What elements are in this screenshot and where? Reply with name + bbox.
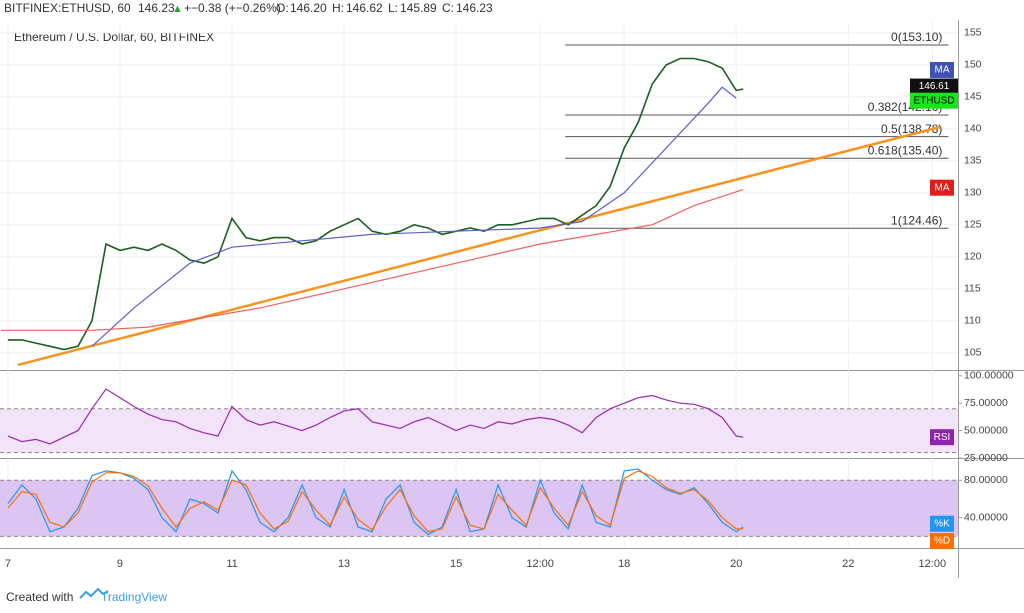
y-tick-label: 140 xyxy=(964,123,982,135)
footer-created: Created with xyxy=(6,590,73,604)
y-tick-label: 105 xyxy=(964,347,982,359)
y-tick-label: 145 xyxy=(964,91,982,103)
header-high-label: H: xyxy=(332,1,344,15)
series-line xyxy=(7,468,744,536)
x-tick-label: 9 xyxy=(117,558,123,570)
x-tick-label: 12:00 xyxy=(526,558,554,570)
panel xyxy=(0,468,958,537)
header-high: 146.62 xyxy=(346,1,383,15)
footer-brand: TradingView xyxy=(101,590,167,604)
header-close-label: C: xyxy=(442,1,454,15)
y-tick-label: 150 xyxy=(964,59,982,71)
price-marker xyxy=(930,533,954,550)
price-marker-label: ETHUSD xyxy=(913,95,954,106)
fib-label: 1(124.46) xyxy=(891,213,942,227)
panel: 0(153.10)0.382(142.16)0.5(138.78)0.618(1… xyxy=(0,30,958,367)
header-close: 146.23 xyxy=(456,1,493,15)
y-tick-label: 115 xyxy=(964,283,981,295)
price-marker-label: MA xyxy=(935,65,950,76)
y-tick-label: 25.00000 xyxy=(964,452,1008,464)
price-marker-label: %K xyxy=(934,518,950,529)
price-marker xyxy=(910,78,958,95)
x-tick-label: 15 xyxy=(450,558,462,570)
header-price: 146.23 xyxy=(138,1,175,15)
price-marker xyxy=(930,515,954,532)
y-tick-label: 50.00000 xyxy=(964,424,1008,436)
x-tick-label: 18 xyxy=(618,558,630,570)
y-tick-label: 100.00000 xyxy=(964,370,1014,382)
fib-label: 0.5(138.78) xyxy=(881,122,942,136)
x-tick-label: 13 xyxy=(338,558,350,570)
series-line xyxy=(7,470,744,533)
x-tick-label: 20 xyxy=(730,558,742,570)
y-tick-label: 75.00000 xyxy=(964,397,1008,409)
header-symbol: BITFINEX:ETHUSD, 60 xyxy=(4,1,131,15)
y-tick-label: 80.00000 xyxy=(964,474,1008,486)
x-tick-label: 12:00 xyxy=(919,558,947,570)
header-open: 146.20 xyxy=(290,1,327,15)
price-marker-label: 146.61 xyxy=(919,81,950,92)
header-open-label: O: xyxy=(276,1,289,15)
header-arrow: ▲ xyxy=(172,3,183,15)
trendline xyxy=(17,125,941,367)
y-tick-label: 155 xyxy=(964,27,982,39)
series-line xyxy=(91,86,737,347)
header-low: 145.89 xyxy=(400,1,437,15)
fib-label: 0.618(135.40) xyxy=(868,143,943,157)
chart-title: Ethereum / U.S. Dollar, 60, BITFINEX xyxy=(14,30,214,44)
logo xyxy=(79,587,109,599)
price-marker-label: %D xyxy=(934,536,950,547)
y-tick-label: 125 xyxy=(964,219,982,231)
price-marker xyxy=(930,61,954,78)
x-tick-label: 22 xyxy=(842,558,854,570)
fib-label: 0(153.10) xyxy=(891,30,942,44)
y-tick-label: 120 xyxy=(964,251,982,263)
header-low-label: L: xyxy=(388,1,398,15)
header-change: +−0.38 (+−0.26%) xyxy=(184,1,281,15)
y-tick-label: 135 xyxy=(964,155,982,167)
x-tick-label: 7 xyxy=(5,558,11,570)
x-tick-label: 11 xyxy=(226,558,237,570)
band xyxy=(0,408,958,453)
price-marker-label: RSI xyxy=(934,432,951,443)
price-marker xyxy=(930,429,954,446)
series-line xyxy=(0,189,744,331)
price-marker xyxy=(930,179,954,196)
price-marker-label: MA xyxy=(935,182,950,193)
panel xyxy=(0,388,958,454)
y-tick-label: 40.00000 xyxy=(964,511,1008,523)
y-tick-label: 130 xyxy=(964,187,982,199)
y-tick-label: 110 xyxy=(964,315,981,327)
series-line xyxy=(7,388,744,445)
price-marker xyxy=(910,92,958,109)
series-line xyxy=(7,57,744,351)
